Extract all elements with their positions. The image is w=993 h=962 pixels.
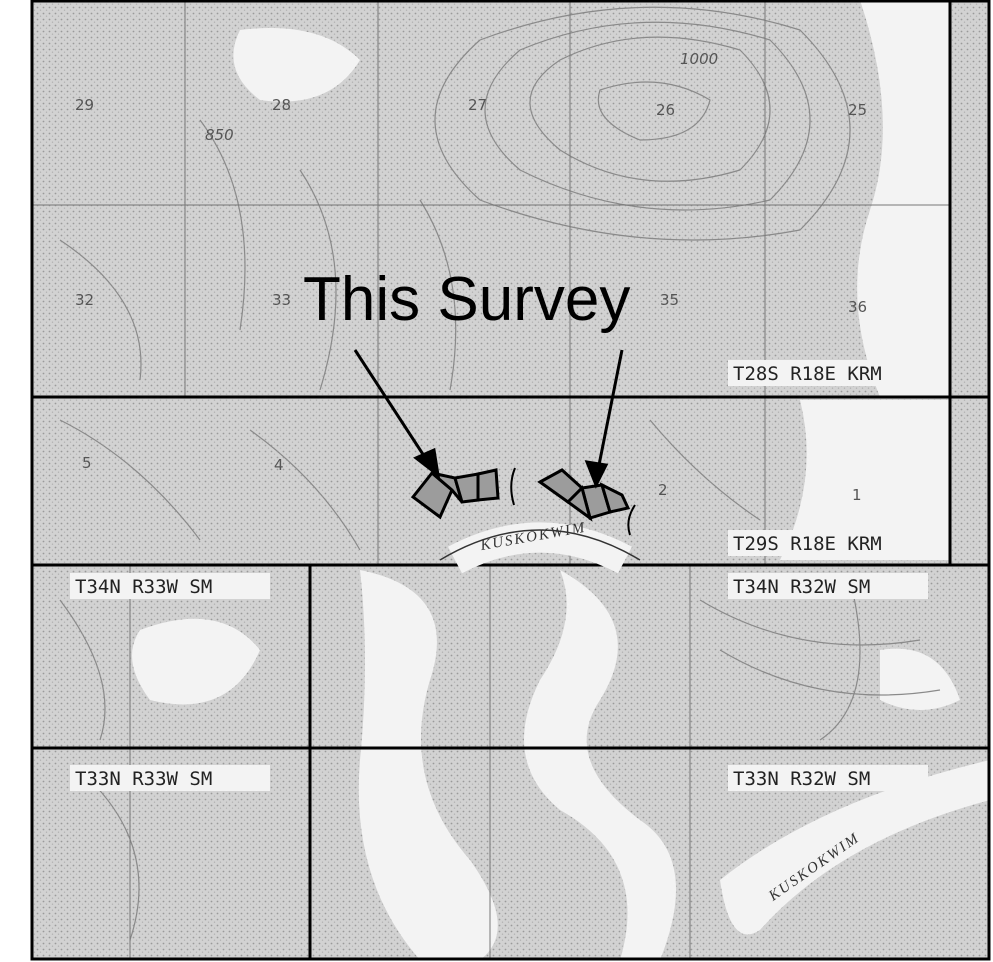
callout-title: This Survey [303, 265, 630, 334]
contour-label: 850 [205, 126, 234, 144]
section-number: 26 [656, 101, 675, 119]
township-label: T34N R32W SM [733, 576, 870, 598]
township-label: T34N R33W SM [75, 576, 212, 598]
section-number: 35 [660, 291, 679, 309]
section-number: 28 [272, 96, 291, 114]
section-number: 1 [852, 486, 862, 504]
section-number: 4 [274, 456, 284, 474]
section-number: 2 [658, 481, 668, 499]
section-number: 27 [468, 96, 487, 114]
map: 29 28 27 26 25 32 33 35 36 5 4 2 1 1000 … [0, 0, 993, 962]
section-number: 25 [848, 101, 867, 119]
township-label: T33N R33W SM [75, 768, 212, 790]
section-number: 29 [75, 96, 94, 114]
contour-label: 1000 [680, 50, 718, 68]
township-label: T28S R18E KRM [733, 363, 882, 385]
section-number: 5 [82, 454, 92, 472]
township-label: T33N R32W SM [733, 768, 870, 790]
section-number: 32 [75, 291, 94, 309]
section-number: 36 [848, 298, 867, 316]
township-label: T29S R18E KRM [733, 533, 882, 555]
section-number: 33 [272, 291, 291, 309]
